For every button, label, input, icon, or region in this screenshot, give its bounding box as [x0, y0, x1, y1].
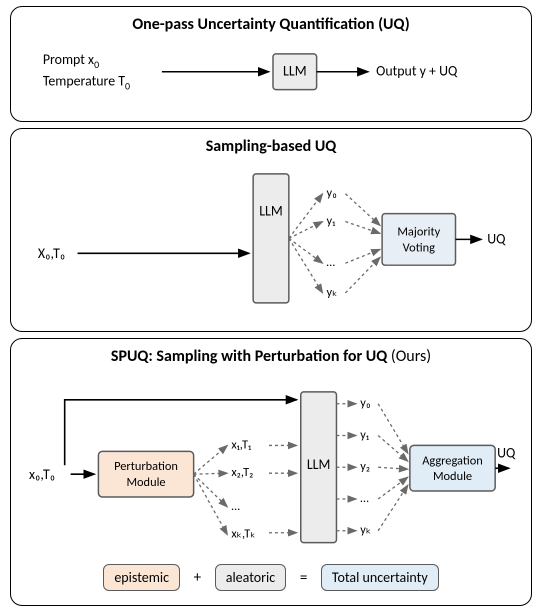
- spuq-llm-out-arrows: [336, 404, 356, 531]
- onepass-prompt-label: Prompt x0: [43, 51, 99, 71]
- panel-sampling: Sampling-based UQ X₀,T₀ LLM y₀ y₁ … yₖ: [10, 128, 532, 333]
- sampling-ydots: …: [327, 255, 336, 270]
- spuq-llm-label: LLM: [307, 457, 331, 474]
- spuq-y0: y₀: [360, 396, 371, 411]
- spuq-agg-fanin: [378, 404, 408, 531]
- spuq-xt-2: x₂,T₂: [231, 465, 253, 480]
- spuq-ydot: …: [360, 491, 369, 506]
- spuq-input-label: x₀,T₀: [29, 466, 55, 483]
- spuq-y1: y₁: [360, 428, 370, 443]
- spuq-into-llm: [269, 446, 297, 533]
- onepass-title: One-pass Uncertainty Quantification (UQ): [23, 15, 519, 34]
- sampling-svg: X₀,T₀ LLM y₀ y₁ … yₖ Majority Voting UQ: [23, 164, 519, 313]
- sampling-input-label: X₀,T₀: [38, 245, 65, 262]
- sampling-title: Sampling-based UQ: [23, 137, 519, 156]
- spuq-y2: y₂: [360, 460, 370, 475]
- spuq-perturb-l1: Perturbation: [114, 460, 178, 475]
- sampling-uq-label: UQ: [487, 230, 506, 247]
- spuq-agg-l1: Aggregation: [422, 454, 483, 469]
- legend-plus: +: [194, 569, 201, 587]
- spuq-title-ours: (Ours): [387, 347, 431, 366]
- panel-spuq: SPUQ: Sampling with Perturbation for UQ …: [10, 338, 532, 606]
- legend-aleatoric: aleatoric: [215, 564, 286, 591]
- spuq-perturb-fanout: [194, 446, 228, 535]
- spuq-agg-l2: Module: [433, 469, 472, 484]
- spuq-perturb-l2: Module: [126, 475, 165, 490]
- onepass-output-label: Output y + UQ: [376, 63, 458, 80]
- sampling-majority-l1: Majority: [397, 224, 440, 239]
- spuq-xt-k: xₖ,Tₖ: [231, 527, 255, 542]
- legend-eq: =: [300, 569, 307, 587]
- panel-onepass: One-pass Uncertainty Quantification (UQ)…: [10, 6, 532, 122]
- spuq-xt-1: x₁,T₁: [231, 438, 252, 453]
- sampling-y1: y₁: [327, 213, 337, 228]
- onepass-svg: Prompt x0 Temperature T0 LLM Output y + …: [23, 42, 519, 102]
- spuq-title-main: SPUQ: Sampling with Perturbation for UQ: [111, 347, 387, 366]
- sampling-yk: yₖ: [327, 284, 338, 299]
- spuq-uq-label: UQ: [497, 445, 516, 462]
- onepass-llm-label: LLM: [283, 63, 307, 80]
- spuq-xt-dots: …: [231, 499, 240, 514]
- sampling-fanin: [345, 193, 380, 292]
- sampling-majority-l2: Voting: [403, 240, 435, 255]
- spuq-title: SPUQ: Sampling with Perturbation for UQ …: [23, 347, 519, 366]
- spuq-svg: x₀,T₀ Perturbation Module x₁,T₁ x₂,T₂ … …: [23, 374, 519, 553]
- legend-epistemic: epistemic: [103, 564, 180, 591]
- legend-total: Total uncertainty: [321, 564, 439, 591]
- spuq-yk: yₖ: [360, 523, 371, 538]
- onepass-temp-label: Temperature T0: [43, 73, 130, 93]
- sampling-llm-label: LLM: [259, 202, 283, 219]
- sampling-fanout: [289, 193, 323, 292]
- sampling-llm-box: [253, 173, 289, 302]
- sampling-y0: y₀: [327, 185, 338, 200]
- spuq-legend: epistemic + aleatoric = Total uncertaint…: [23, 564, 519, 591]
